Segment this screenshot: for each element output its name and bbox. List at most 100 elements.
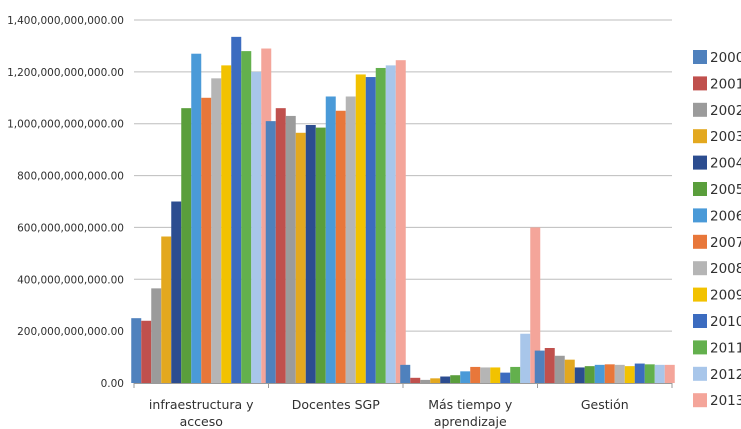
legend-label: 2004 — [710, 156, 741, 172]
bar-2003 — [430, 378, 441, 383]
legend-swatch — [693, 208, 707, 223]
y-tick-label: 0.00 — [101, 378, 124, 390]
bar-2013 — [395, 60, 406, 384]
bar-2000 — [400, 364, 411, 383]
legend-label: 2009 — [710, 288, 741, 304]
legend-swatch — [693, 50, 707, 64]
legend-item: 2005 — [693, 182, 741, 198]
bar-2008 — [211, 78, 222, 383]
bar-2012 — [385, 65, 396, 383]
x-axis-category-labels: infraestructura y acceso Docentes SGP Más t… — [149, 397, 629, 429]
y-axis-tick-labels: 0.00 200,000,000,000.00 400,000,000,000.00… — [7, 15, 124, 390]
bar-2006 — [191, 53, 202, 383]
legend-swatch — [693, 102, 707, 117]
category-label: infraestructura y acceso — [149, 397, 254, 429]
x-axis — [133, 383, 673, 388]
bar-2007 — [604, 364, 615, 383]
legend-item: 2011 — [693, 340, 741, 356]
bar-2007 — [470, 366, 481, 383]
y-tick-label: 1,000,000,000,000.00 — [7, 119, 124, 131]
bar-2006 — [594, 364, 605, 383]
y-tick-label: 800,000,000,000.00 — [17, 171, 124, 183]
bar-2012 — [520, 333, 531, 383]
legend-swatch — [693, 76, 707, 91]
legend-swatch — [693, 261, 707, 276]
category-label: Más tiempo y aprendizaje — [428, 397, 513, 429]
bar-2005 — [450, 375, 461, 383]
legend-swatch — [693, 393, 707, 408]
bar-2008 — [614, 364, 625, 383]
y-tick-label: 600,000,000,000.00 — [17, 222, 124, 234]
bar-2001 — [275, 108, 286, 384]
legend-swatch — [693, 366, 707, 381]
legend-item: 2008 — [693, 261, 741, 277]
y-tick-label: 400,000,000,000.00 — [17, 274, 124, 286]
bar-2010 — [365, 77, 376, 384]
bar-2004 — [574, 367, 585, 383]
bar-2012 — [251, 71, 262, 383]
bar-2012 — [654, 364, 665, 383]
bar-2002 — [285, 115, 296, 383]
bar-2003 — [295, 132, 306, 383]
legend-item: 2009 — [693, 287, 741, 304]
legend-item: 2000 — [693, 50, 741, 66]
bar-2009 — [624, 366, 635, 383]
legend-label: 2010 — [710, 314, 741, 330]
bar-2013 — [664, 364, 675, 383]
bar-2005 — [315, 127, 326, 383]
bar-2003 — [161, 236, 172, 383]
bar-2011 — [375, 67, 386, 383]
y-tick-label: 1,400,000,000,000.00 — [7, 15, 124, 27]
legend-label: 2012 — [710, 367, 741, 383]
bar-2001 — [410, 377, 421, 383]
category-label: Docentes SGP — [292, 397, 380, 412]
bar-2011 — [644, 364, 655, 383]
legend-item: 2012 — [693, 366, 741, 383]
bar-2007 — [335, 110, 346, 383]
bar-2005 — [584, 366, 595, 383]
bar-2003 — [564, 359, 575, 383]
bar-2006 — [460, 371, 471, 383]
legend: 2000 2001 2002 2003 2004 2005 2006 2007 2008 2009… — [693, 50, 741, 409]
legend-swatch — [693, 182, 707, 196]
y-tick-label: 200,000,000,000.00 — [17, 326, 124, 338]
bar-2009 — [490, 367, 501, 383]
bar-2010 — [634, 363, 645, 383]
legend-swatch — [693, 314, 707, 328]
bar-2000 — [265, 121, 276, 383]
bar-2002 — [151, 288, 162, 383]
bar-2009 — [355, 74, 366, 383]
legend-swatch — [693, 129, 707, 144]
legend-item: 2003 — [693, 129, 741, 145]
bar-2009 — [221, 65, 232, 383]
legend-item: 2006 — [693, 208, 741, 224]
bar-2007 — [201, 97, 212, 384]
legend-label: 2000 — [710, 50, 741, 66]
bar-2000 — [534, 350, 545, 383]
bar-2005 — [181, 108, 192, 384]
legend-label: 2005 — [710, 182, 741, 198]
y-tick-label: 1,200,000,000,000.00 — [7, 67, 124, 79]
legend-item: 2004 — [693, 155, 741, 172]
bar-2004 — [440, 376, 451, 383]
legend-label: 2007 — [710, 235, 741, 251]
bar-2002 — [554, 355, 565, 383]
legend-label: 2011 — [710, 340, 741, 356]
bar-2008 — [345, 96, 356, 383]
legend-label: 2002 — [710, 103, 741, 119]
category-label: Gestión — [581, 397, 629, 412]
legend-label: 2003 — [710, 129, 741, 145]
legend-item: 2002 — [693, 102, 741, 119]
legend-swatch — [693, 287, 707, 302]
bar-2008 — [480, 367, 491, 383]
bar-2010 — [500, 372, 511, 383]
legend-item: 2001 — [693, 76, 741, 92]
legend-label: 2013 — [710, 393, 741, 409]
bar-2006 — [325, 96, 336, 383]
legend-label: 2006 — [710, 208, 741, 224]
legend-swatch — [693, 340, 707, 355]
bar-2011 — [510, 366, 521, 383]
bar-2010 — [231, 36, 242, 383]
legend-swatch — [693, 234, 707, 249]
